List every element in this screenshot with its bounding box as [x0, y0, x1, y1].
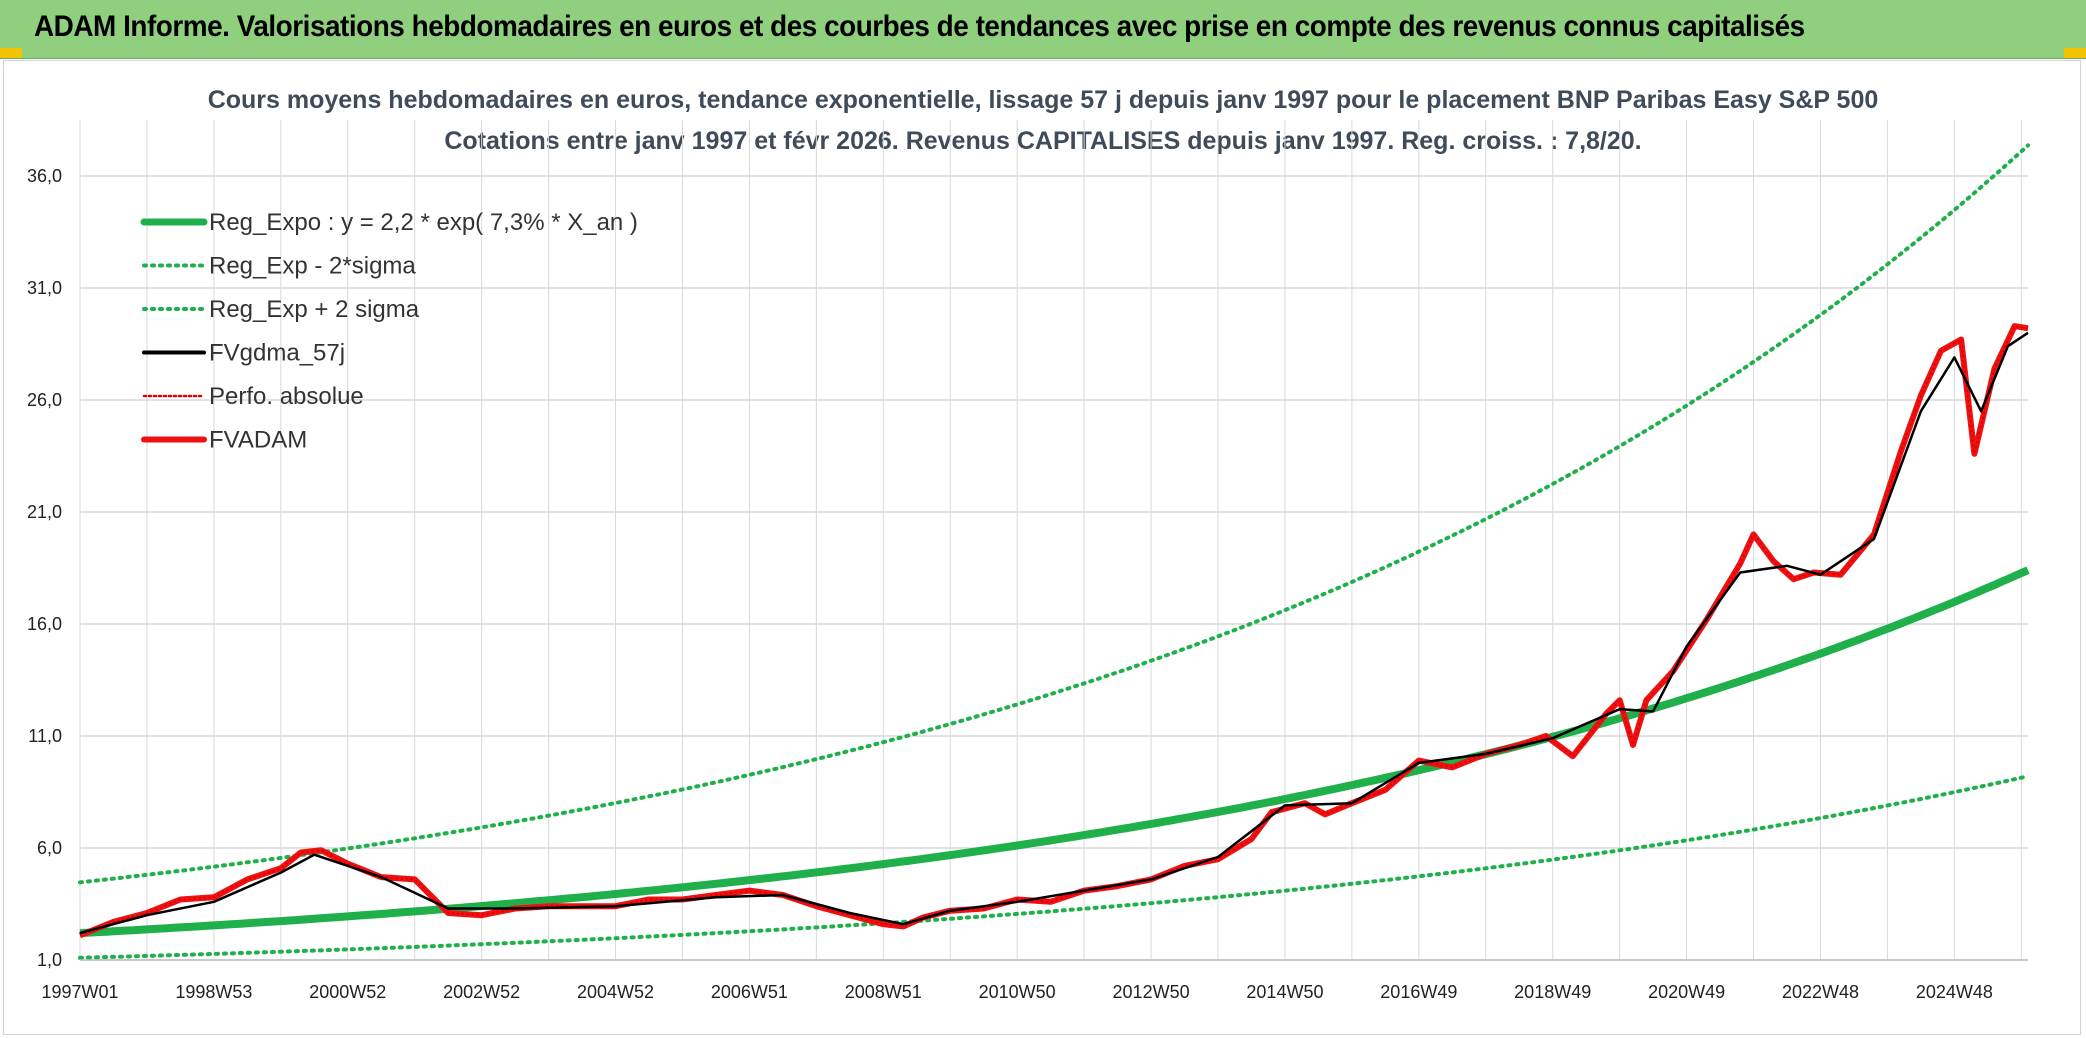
chart-frame	[3, 60, 2081, 1035]
x-tick-label: 2004W52	[577, 982, 654, 1002]
legend-label: Reg_Expo : y = 2,2 * exp( 7,3% * X_an )	[209, 209, 638, 236]
reg-expo-line	[79, 566, 2030, 938]
header-bar	[0, 0, 2086, 59]
legend-label: FVADAM	[209, 427, 307, 454]
x-tick-label: 2018W49	[1514, 982, 1591, 1002]
x-tick-label: 2020W49	[1648, 982, 1725, 1002]
y-tick-label: 6,0	[37, 838, 62, 858]
x-tick-label: 1997W01	[41, 982, 118, 1002]
grid-layer	[79, 120, 2028, 961]
page-title: ADAM Informe. Valorisations hebdomadaire…	[34, 10, 1805, 43]
x-tick-label: 1998W53	[175, 982, 252, 1002]
y-tick-label: 31,0	[27, 278, 62, 298]
reg-exp-plus-2sigma-line	[78, 143, 2030, 885]
y-tick-label: 1,0	[37, 950, 62, 970]
legend: Reg_Expo : y = 2,2 * exp( 7,3% * X_an ) R…	[140, 209, 638, 454]
y-tick-label: 36,0	[27, 166, 62, 186]
x-tick-label: 2010W50	[979, 982, 1056, 1002]
series-layer	[78, 143, 2030, 960]
header-accent-right	[2064, 48, 2086, 58]
y-tick-label: 16,0	[27, 614, 62, 634]
x-tick-label: 2024W48	[1916, 982, 1993, 1002]
legend-label: FVgdma_57j	[209, 340, 345, 367]
x-tick-label: 2008W51	[845, 982, 922, 1002]
axis-layer: 1,0 6,0 11,0 16,0 21,0 26,0 31,0 36,0 1997W01 199…	[27, 166, 2028, 1002]
x-tick-label: 2014W50	[1246, 982, 1323, 1002]
x-tick-label: 2016W49	[1380, 982, 1457, 1002]
y-tick-label: 11,0	[28, 726, 62, 746]
x-tick-label: 2006W51	[711, 982, 788, 1002]
x-tick-label: 2000W52	[309, 982, 386, 1002]
legend-label: Perfo. absolue	[209, 383, 364, 410]
y-tick-label: 26,0	[27, 390, 62, 410]
reg-exp-minus-2sigma-line	[78, 774, 2030, 960]
chart-subtitle: Cotations entre janv 1997 et févr 2026. …	[444, 127, 1642, 155]
legend-label: Reg_Exp - 2*sigma	[209, 253, 416, 280]
x-tick-label: 2002W52	[443, 982, 520, 1002]
x-tick-label: 2012W50	[1113, 982, 1190, 1002]
y-tick-label: 21,0	[27, 502, 62, 522]
legend-label: Reg_Exp + 2 sigma	[209, 296, 420, 323]
x-tick-label: 2022W48	[1782, 982, 1859, 1002]
header-accent-left	[0, 48, 22, 58]
fvgdma-57j-line	[79, 331, 2029, 935]
chart-title: Cours moyens hebdomadaires en euros, ten…	[207, 86, 1879, 114]
